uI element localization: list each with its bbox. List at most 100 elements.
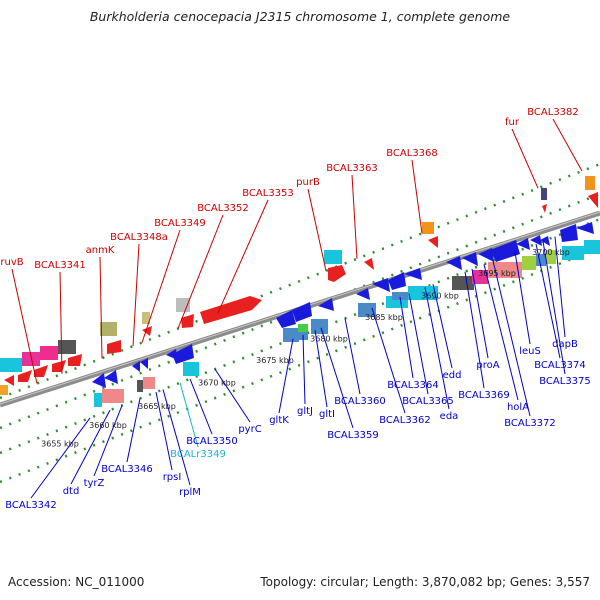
gene-arrow	[588, 192, 598, 208]
gene-label: BCAL3359	[327, 430, 379, 441]
gene-box	[584, 240, 600, 254]
scale-label: 3680 kbp	[310, 335, 348, 344]
gene-label: BCALr3349	[170, 449, 226, 460]
gene-arrow	[428, 236, 438, 248]
scale-label: 3655 kbp	[41, 440, 79, 449]
gene-features	[0, 176, 600, 407]
gene-arrow	[328, 265, 346, 282]
gene-arrow	[4, 375, 14, 386]
gene-leader-line	[11, 268, 38, 384]
gene-label: BCAL3362	[379, 415, 431, 426]
scale-label: 3675 kbp	[256, 356, 294, 365]
gene-leader-line	[351, 174, 358, 259]
scale-label: 3690 kbp	[421, 291, 459, 300]
gene-label: BCAL3364	[387, 380, 439, 391]
gene-label: BCAL3382	[527, 107, 579, 118]
gene-arrow	[516, 238, 530, 250]
gene-arrow	[34, 365, 48, 377]
gene-leader-line	[464, 271, 485, 389]
gene-arrow	[478, 248, 494, 262]
gene-leader-line	[344, 318, 361, 395]
gene-label: BCAL3363	[326, 163, 378, 174]
gene-box	[183, 362, 199, 376]
gene-label: rpsI	[163, 472, 182, 483]
gene-arrow	[490, 240, 520, 262]
gene-label: rplM	[179, 487, 201, 498]
gene-box	[94, 393, 102, 407]
gene-leader-line	[535, 243, 561, 359]
gene-leader-line	[177, 214, 224, 329]
gene-leader-line	[217, 199, 269, 314]
guide-lines	[0, 162, 600, 484]
scale-label: 3665 kbp	[138, 402, 176, 411]
gene-box	[137, 380, 143, 392]
gene-leader-line	[155, 392, 173, 471]
gene-label: BCAL3365	[402, 396, 454, 407]
gene-box	[102, 389, 124, 403]
gene-box	[585, 176, 595, 190]
gene-arrow	[404, 268, 422, 280]
gene-leader-line	[99, 256, 103, 359]
gene-box	[0, 358, 22, 372]
gene-box	[22, 352, 40, 366]
gene-box	[408, 286, 438, 300]
gene-arrow	[388, 272, 406, 290]
gene-leader-line	[30, 417, 91, 499]
scale-labels: 3655 kbp 3660 kbp 3665 kbp 3670 kbp 3675 kbp…	[41, 248, 570, 448]
gene-leader-line	[492, 260, 531, 417]
gene-leader-line	[408, 293, 429, 395]
gene-arrow	[462, 252, 478, 266]
gene-label: fur	[505, 117, 520, 128]
gene-arrow	[68, 354, 82, 366]
gene-box	[0, 385, 8, 395]
gene-label: proA	[476, 360, 499, 371]
gene-label: BCAL3360	[334, 396, 386, 407]
gene-arrow	[52, 360, 66, 372]
gene-leader-line	[179, 382, 199, 448]
gene-label: gltJ	[297, 406, 313, 417]
gene-label: dtd	[63, 486, 80, 497]
gene-leader-line	[59, 271, 63, 374]
gene-box	[392, 292, 408, 300]
gene-leader-line	[189, 378, 213, 435]
gene-arrow	[540, 236, 550, 246]
gene-arrow	[172, 344, 194, 364]
gene-box	[298, 324, 308, 332]
gene-leader-line	[162, 389, 191, 486]
scale-label: 3660 kbp	[89, 421, 127, 430]
gene-label: BCAL3368	[386, 148, 438, 159]
gene-leader-line	[514, 252, 531, 345]
gene-leader-line	[471, 268, 489, 359]
gene-arrow	[292, 302, 312, 322]
gene-box	[40, 346, 58, 360]
gene-box	[176, 298, 190, 312]
gene-leader-line	[214, 368, 251, 423]
gene-label: BCAL3346	[101, 464, 153, 475]
gene-arrow	[356, 288, 370, 300]
scale-label: 3700 kbp	[532, 248, 570, 257]
gene-box	[422, 222, 434, 234]
gene-box	[58, 340, 76, 354]
gene-box	[311, 319, 328, 334]
gene-arrow	[104, 370, 118, 384]
gene-leader-line	[542, 241, 566, 375]
gene-label: BCAL3375	[539, 376, 591, 387]
gene-label: edd	[443, 370, 462, 381]
gene-leader-line	[399, 296, 414, 379]
gene-label: BCAL3369	[458, 390, 510, 401]
gene-label: BCAL3349	[154, 218, 206, 229]
gene-label: eda	[440, 411, 459, 422]
gene-leader-line	[278, 338, 294, 414]
gene-leader-line	[552, 118, 583, 172]
gene-leader-line	[371, 307, 406, 414]
gene-leader-line	[424, 287, 450, 410]
gene-arrow	[181, 314, 194, 328]
gene-arrow	[18, 370, 32, 382]
gene-leader-line	[307, 188, 327, 271]
gene-label: tyrZ	[84, 478, 105, 489]
gene-arrow	[576, 222, 594, 234]
gene-box	[562, 246, 584, 260]
gene-label: pyrC	[238, 424, 261, 435]
page-title: Burkholderia cenocepacia J2315 chromosom…	[89, 9, 511, 24]
